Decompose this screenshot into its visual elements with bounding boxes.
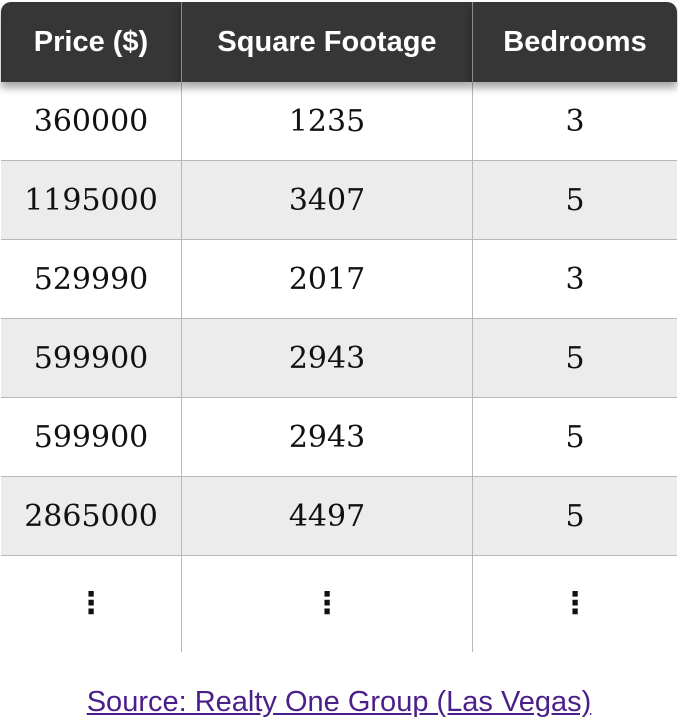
cell-square-footage: 2017 bbox=[181, 240, 472, 319]
table-header: Price ($) Square Footage Bedrooms bbox=[1, 2, 677, 82]
table-row: 599900 2943 5 bbox=[1, 319, 677, 398]
cell-price: 1195000 bbox=[1, 161, 181, 240]
cell-bedrooms: 5 bbox=[472, 398, 677, 477]
vertical-ellipsis-icon: ⋮ bbox=[312, 586, 342, 621]
cell-bedrooms: 3 bbox=[472, 82, 677, 161]
vertical-ellipsis-icon: ⋮ bbox=[76, 586, 106, 621]
header-price: Price ($) bbox=[1, 2, 181, 82]
ellipsis-bedrooms: ⋮ bbox=[472, 556, 677, 652]
table-row: 599900 2943 5 bbox=[1, 398, 677, 477]
vertical-ellipsis-icon: ⋮ bbox=[560, 586, 590, 621]
cell-price: 599900 bbox=[1, 398, 181, 477]
cell-price: 2865000 bbox=[1, 477, 181, 556]
cell-square-footage: 3407 bbox=[181, 161, 472, 240]
table-row: 2865000 4497 5 bbox=[1, 477, 677, 556]
cell-square-footage: 4497 bbox=[181, 477, 472, 556]
cell-square-footage: 2943 bbox=[181, 319, 472, 398]
table-row: 1195000 3407 5 bbox=[1, 161, 677, 240]
cell-price: 360000 bbox=[1, 82, 181, 161]
data-table-container: Price ($) Square Footage Bedrooms 360000… bbox=[1, 2, 677, 652]
header-row: Price ($) Square Footage Bedrooms bbox=[1, 2, 677, 82]
cell-bedrooms: 5 bbox=[472, 319, 677, 398]
source-link[interactable]: Source: Realty One Group (Las Vegas) bbox=[86, 686, 592, 718]
table-row: 529990 2017 3 bbox=[1, 240, 677, 319]
cell-bedrooms: 3 bbox=[472, 240, 677, 319]
table-row: 360000 1235 3 bbox=[1, 82, 677, 161]
housing-data-table: Price ($) Square Footage Bedrooms 360000… bbox=[1, 2, 677, 652]
header-bedrooms: Bedrooms bbox=[472, 2, 677, 82]
cell-price: 529990 bbox=[1, 240, 181, 319]
cell-square-footage: 2943 bbox=[181, 398, 472, 477]
ellipsis-square-footage: ⋮ bbox=[181, 556, 472, 652]
ellipsis-row: ⋮ ⋮ ⋮ bbox=[1, 556, 677, 652]
cell-bedrooms: 5 bbox=[472, 477, 677, 556]
ellipsis-price: ⋮ bbox=[1, 556, 181, 652]
table-body: 360000 1235 3 1195000 3407 5 529990 2017… bbox=[1, 82, 677, 652]
cell-price: 599900 bbox=[1, 319, 181, 398]
cell-square-footage: 1235 bbox=[181, 82, 472, 161]
cell-bedrooms: 5 bbox=[472, 161, 677, 240]
header-square-footage: Square Footage bbox=[181, 2, 472, 82]
